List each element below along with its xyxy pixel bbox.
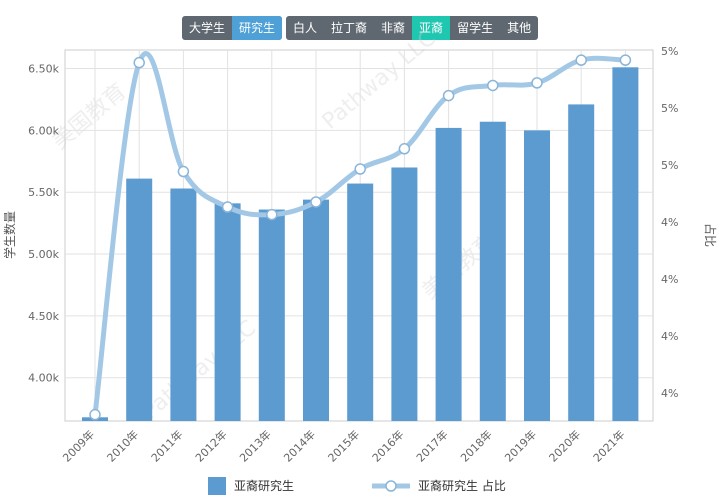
line-point [575,54,587,66]
line-point [398,143,411,155]
legend-line-label: 亚裔研究生 占比 [418,478,506,493]
line-point [487,79,499,92]
line-point [89,408,101,421]
line-point [619,54,632,66]
line-point [442,89,455,102]
bar [612,67,639,422]
level-tab-undergrad[interactable]: 大学生 [189,21,226,35]
x-tick-label: 2010年 [104,427,141,464]
line-point [177,165,190,178]
left-tick-label: 5.00k [28,248,59,261]
race-tab-white[interactable]: 白人 [293,21,318,35]
bar [435,127,462,421]
race-tab-asian[interactable]: 亚裔 [412,16,451,40]
left-tick-label: 6.50k [28,63,59,76]
bar [347,183,374,421]
bar [524,130,550,421]
bar [568,104,595,421]
right-axis-title: 占比 [703,223,718,247]
race-tab-international[interactable]: 留学生 [457,21,494,35]
level-toggle-group: 大学生 研究生 [182,16,283,40]
x-tick-label: 2014年 [281,427,318,464]
bar [126,178,153,421]
line-point [531,77,543,89]
line-point [221,201,234,213]
line-point [354,163,366,175]
legend-bar-swatch [208,477,226,495]
x-tick-label: 2011年 [148,427,185,464]
watermark-text: 美国教育 [48,79,131,155]
left-tick-label: 4.00k [28,372,59,385]
left-tick-label: 5.50k [28,186,59,199]
race-tab-african[interactable]: 非裔 [381,21,406,35]
race-tab-latino[interactable]: 拉丁裔 [331,21,368,35]
left-axis-title: 学生数量 [2,211,17,259]
line-point [133,56,145,69]
left-tick-label: 4.50k [28,310,59,323]
bar [303,199,329,421]
x-tick-label: 2016年 [369,427,406,464]
x-tick-label: 2021年 [590,427,627,464]
level-tab-graduate[interactable]: 研究生 [232,16,283,40]
bar [258,209,285,421]
x-tick-label: 2018年 [457,427,494,464]
left-tick-label: 6.00k [28,124,59,137]
watermark-text: Pathway LLC [318,26,441,135]
line-layer [89,51,632,421]
x-tick-label: 2013年 [236,427,273,464]
x-tick-label: 2015年 [325,427,362,464]
right-tick-label: 5% [661,102,678,115]
x-tick-label: 2009年 [60,427,97,464]
x-tick-label: 2012年 [192,427,229,464]
bars-layer [82,67,639,422]
legend-line-marker [385,480,397,492]
legend-layer: 亚裔研究生 亚裔研究生 占比 [208,477,506,495]
x-tick-label: 2019年 [502,427,539,464]
bar [479,121,506,421]
right-tick-label: 5% [661,159,678,172]
right-tick-label: 4% [661,387,678,400]
right-tick-label: 5% [661,45,678,58]
x-tick-label: 2017年 [413,427,450,464]
legend-bar-label: 亚裔研究生 [234,478,294,493]
right-tick-label: 4% [661,330,678,343]
race-toggle-group: 白人 拉丁裔 非裔 亚裔 留学生 其他 [286,16,539,40]
bar [214,203,241,421]
right-tick-label: 4% [661,273,678,286]
watermark-text: Pathway LLC [138,316,261,425]
right-tick-label: 4% [661,216,678,229]
line-point [310,196,322,208]
race-tab-other[interactable]: 其他 [507,21,532,35]
line-point [266,208,278,221]
x-tick-label: 2020年 [546,427,583,464]
bar [391,167,418,421]
bar [170,188,197,421]
